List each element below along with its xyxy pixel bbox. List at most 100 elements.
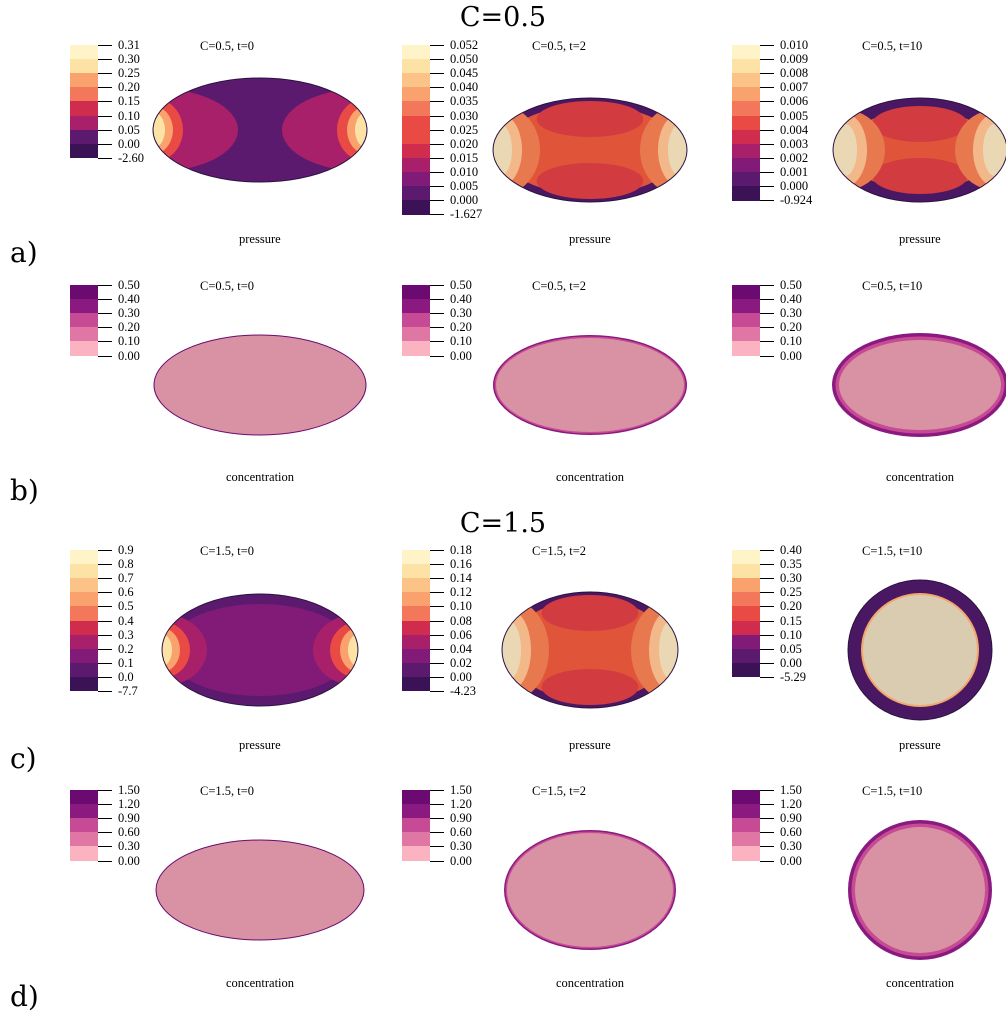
colorbar-swatch (732, 592, 760, 607)
colorbar-swatch (70, 846, 98, 861)
colorbar-tick (760, 186, 774, 187)
colorbar-tick-label: 0.1 (118, 655, 134, 670)
colorbar-swatch (732, 313, 760, 328)
colorbar-tick-label: 0.20 (780, 320, 802, 335)
colorbar-tick (98, 606, 112, 608)
colorbar-tick (430, 790, 444, 791)
colorbar-tick-label: 0.00 (450, 348, 472, 363)
colorbar-tick (430, 355, 444, 357)
colorbar-swatch (732, 129, 760, 145)
colorbar-tick (98, 341, 112, 343)
colorbar-tick (430, 578, 444, 580)
colorbar-tick-label: 0.8 (118, 557, 134, 572)
colorbar-tick (430, 327, 444, 329)
colorbar-swatch (732, 341, 760, 356)
colorbar-tick (430, 87, 444, 89)
colorbar-tick-label: 0.050 (450, 52, 479, 67)
colorbar-swatch (70, 578, 98, 593)
colorbar-tick-label: 0.60 (780, 825, 802, 840)
colorbar-tick (760, 143, 774, 145)
colorbar-swatch (732, 73, 760, 88)
panel-title-1-0: C=0.5, t=0 (200, 279, 255, 293)
colorbar-tick (98, 143, 112, 145)
colorbar-tick (430, 564, 444, 566)
colorbar-tick (430, 818, 444, 820)
colorbar-tick-label: 0.00 (118, 853, 140, 868)
colorbar-tick (760, 200, 774, 202)
colorbar-swatch (732, 186, 760, 201)
colorbar-tick-label: 0.25 (118, 66, 140, 81)
colorbar-tick (760, 676, 774, 678)
colorbar-swatch (70, 285, 98, 300)
panel-title-0-2: C=0.5, t=10 (862, 39, 923, 53)
colorbar-swatch (402, 186, 430, 201)
colorbar-tick (430, 832, 444, 834)
colorbar-tick-label: 0.10 (780, 627, 802, 642)
colorbar-swatch (402, 115, 430, 131)
pressure-field-2-2 (847, 579, 993, 721)
colorbar-swatch (70, 313, 98, 328)
colorbar-tick (760, 860, 774, 862)
colorbar-tick (98, 59, 112, 61)
colorbar-swatch (70, 818, 98, 833)
colorbar-swatch (402, 200, 430, 215)
colorbar-swatch (70, 143, 98, 159)
colorbar-swatch (732, 115, 760, 131)
colorbar-tick (430, 341, 444, 343)
colorbar-tick (430, 299, 444, 301)
colorbar-tick (760, 129, 774, 131)
colorbar-swatch (732, 157, 760, 173)
colorbar-tick (98, 691, 112, 692)
panel-caption-1-1: concentration (556, 470, 625, 484)
colorbar-tick (98, 285, 112, 286)
colorbar-tick-label: 0.030 (450, 108, 479, 123)
colorbar-tick-label: 0.00 (780, 655, 802, 670)
colorbar-tick-label: 0.15 (118, 94, 140, 109)
colorbar-tick (760, 59, 774, 61)
colorbar-swatch (402, 818, 430, 833)
panel-title-2-2: C=1.5, t=10 (862, 544, 923, 558)
colorbar-swatch (402, 59, 430, 74)
colorbar-tick (430, 73, 444, 75)
colorbar-tick (760, 115, 774, 117)
colorbar-tick (98, 620, 112, 622)
colorbar-tick-label: 0.000 (780, 179, 809, 193)
colorbar-swatch (402, 832, 430, 847)
colorbar-tick-label: 0.10 (450, 334, 472, 349)
colorbar-swatch (732, 606, 760, 621)
colorbar-tick-label: 1.20 (780, 797, 802, 812)
colorbar-tick (98, 355, 112, 357)
colorbar-tick (98, 313, 112, 315)
colorbar-tick-label: 0.004 (780, 122, 809, 137)
colorbar-swatch (70, 634, 98, 650)
colorbar-tick (760, 73, 774, 75)
colorbar-tick (760, 592, 774, 594)
colorbar-tick (98, 648, 112, 650)
colorbar-tick-label: 0.16 (450, 557, 472, 572)
colorbar-tick-label: 0.052 (450, 38, 479, 52)
colorbar-tick (760, 804, 774, 806)
colorbar-tick-label: 0.90 (450, 811, 472, 826)
panel-title-3-0: C=1.5, t=0 (200, 784, 255, 798)
pressure-field-0-0 (152, 77, 368, 183)
panel-caption-2-1: pressure (569, 738, 611, 752)
colorbar-tick-label: 0.31 (118, 38, 140, 52)
colorbar-tick (430, 200, 444, 202)
colorbar-tick (430, 313, 444, 315)
concentration-field-1-0 (153, 334, 367, 436)
colorbar-swatch (402, 846, 430, 861)
row-label-d: d) (10, 980, 39, 1013)
colorbar-swatch (70, 327, 98, 342)
colorbar-swatch (402, 662, 430, 678)
section-title-c15: C=1.5 (459, 508, 547, 539)
colorbar-tick-label: 0.05 (118, 122, 140, 137)
panel-caption-0-1: pressure (569, 232, 611, 246)
panel-caption-2-2: pressure (899, 738, 941, 752)
colorbar-swatch (70, 101, 98, 116)
colorbar-tick-label: 1.50 (450, 783, 472, 797)
colorbar-tick-label: 0.06 (450, 627, 472, 642)
colorbar-tick-label: 0.30 (780, 839, 802, 854)
colorbar-swatch (732, 648, 760, 664)
colorbar-tick (430, 143, 444, 145)
colorbar-tick (760, 620, 774, 622)
